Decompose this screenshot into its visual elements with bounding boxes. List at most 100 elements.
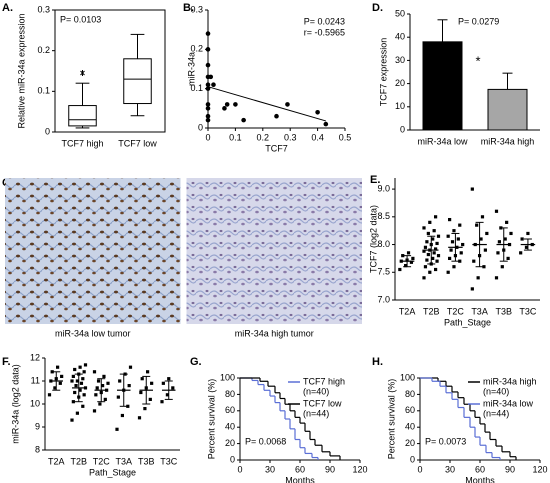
x-tick-label: T2B	[70, 456, 87, 466]
point	[274, 113, 279, 119]
point	[171, 386, 175, 390]
point	[140, 377, 144, 381]
histology-image	[5, 178, 181, 324]
point	[47, 393, 52, 397]
point	[406, 251, 411, 255]
point	[435, 259, 439, 263]
point	[73, 390, 77, 395]
point	[485, 231, 489, 236]
point	[70, 418, 74, 422]
point	[431, 256, 435, 261]
x-tick-label: TCF7 low	[118, 138, 157, 148]
point	[432, 251, 436, 255]
point	[205, 82, 211, 88]
point	[146, 370, 150, 374]
legend-label: miR-34a high	[483, 376, 537, 386]
y-tick-label: 0.3	[37, 4, 50, 14]
point	[509, 231, 513, 236]
y-axis-label: miR-34a (log2 data)	[10, 364, 20, 444]
point	[475, 223, 479, 227]
point	[205, 102, 211, 107]
point	[323, 121, 329, 127]
point	[58, 381, 62, 385]
trend-line	[207, 86, 326, 122]
point	[480, 215, 485, 219]
point	[434, 267, 438, 272]
point	[222, 106, 227, 111]
point	[423, 265, 428, 269]
point	[436, 234, 441, 238]
point	[422, 276, 426, 280]
y-tick-label: 0	[45, 126, 50, 136]
point	[494, 276, 499, 280]
x-tick-label: miR-34a low	[417, 136, 468, 146]
point	[78, 388, 82, 392]
point	[165, 393, 169, 397]
x-tick-label: T2C	[93, 456, 111, 466]
point	[73, 367, 77, 372]
point	[95, 386, 99, 390]
y-tick-label: 60	[225, 405, 235, 415]
x-axis-label: Months	[285, 475, 315, 483]
point	[60, 374, 64, 378]
panel-label: F.	[2, 356, 11, 368]
point	[70, 379, 74, 383]
point	[449, 248, 453, 252]
point	[94, 393, 98, 397]
x-axis-label: Path_Stage	[89, 467, 136, 477]
x-tick-label: 120	[532, 464, 547, 474]
point	[75, 379, 79, 383]
point	[446, 270, 450, 274]
y-tick-label: 0.3	[190, 4, 203, 14]
x-tick-label: miR-34a high	[481, 136, 535, 146]
point	[150, 381, 154, 385]
annotation: P= 0.0279	[458, 16, 499, 26]
point	[434, 247, 438, 251]
x-tick-label: T3C	[160, 456, 178, 466]
point	[98, 402, 102, 406]
point	[411, 256, 415, 261]
x-tick-label: 30	[265, 464, 275, 474]
x-tick-label: 30	[445, 464, 455, 474]
x-axis-label: TCF7	[265, 143, 288, 153]
x-tick-label: 0	[237, 464, 242, 474]
y-tick-label: 7.5	[377, 267, 390, 277]
y-tick-label: 8	[35, 444, 40, 454]
point	[436, 254, 441, 258]
y-axis-label: Percent survival (%)	[386, 379, 396, 460]
y-tick-label: 80	[225, 389, 235, 399]
point	[401, 254, 405, 258]
point	[205, 47, 211, 52]
point	[461, 242, 465, 247]
point	[116, 395, 120, 399]
image-caption: miR-34a low tumor	[55, 328, 131, 338]
point	[520, 237, 524, 241]
point	[83, 363, 88, 367]
bar	[422, 41, 463, 131]
legend-label: TCF7 high	[303, 376, 345, 386]
annotation: P= 0.0073	[425, 436, 466, 446]
point	[75, 411, 79, 415]
point	[505, 220, 509, 224]
y-tick-label: 0.1	[190, 83, 203, 93]
point	[497, 240, 501, 244]
y-tick-label: 40	[395, 32, 405, 42]
histology-image	[186, 178, 362, 324]
point	[496, 251, 500, 255]
point	[425, 240, 429, 244]
point	[482, 265, 486, 269]
panel-label: D.	[372, 2, 383, 14]
point	[92, 370, 97, 374]
y-tick-label: 7.0	[377, 294, 390, 304]
point	[82, 370, 86, 374]
point	[120, 413, 124, 418]
point	[79, 381, 84, 385]
y-tick-label: 20	[395, 78, 405, 88]
y-tick-label: 10	[395, 101, 405, 111]
point	[211, 82, 216, 88]
legend-n: (n=44)	[303, 408, 329, 418]
point	[422, 226, 426, 230]
point	[500, 265, 504, 269]
legend-label: TCF7 low	[303, 398, 342, 408]
y-tick-label: 50	[395, 8, 405, 18]
